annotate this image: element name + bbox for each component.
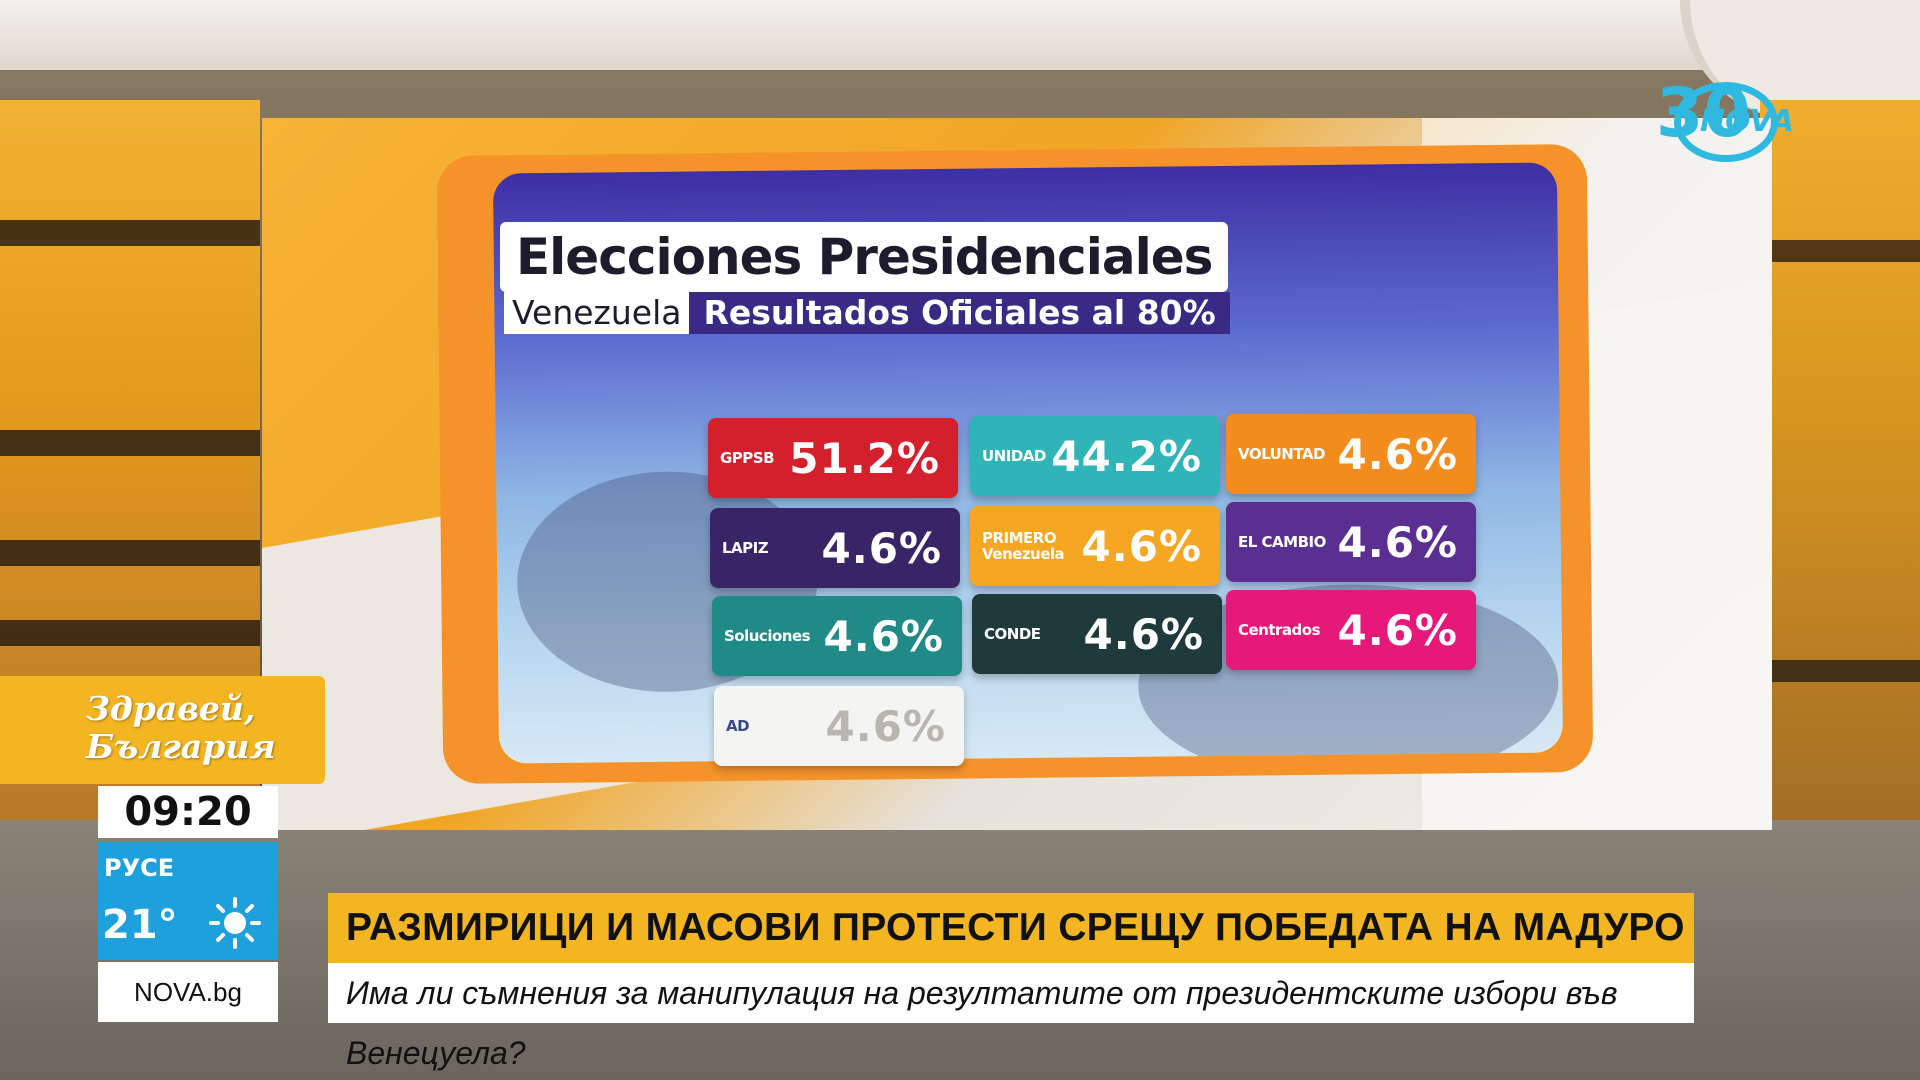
result-percent: 4.6% (821, 523, 942, 573)
weather-box: РУСЕ 21° (98, 842, 278, 960)
news-headline: РАЗМИРИЦИ И МАСОВИ ПРОТЕСТИ СРЕЩУ ПОБЕДА… (328, 893, 1694, 963)
result-tile: UNIDAD 44.2% (970, 416, 1220, 496)
show-badge: Здравей, България (0, 676, 325, 784)
logo-ring (1674, 82, 1778, 162)
result-percent: 4.6% (1337, 429, 1458, 479)
party-logo: GPPSB (720, 449, 775, 467)
weather-city: РУСЕ (104, 854, 175, 882)
logo-number: 30 (1656, 74, 1751, 153)
weather-temperature: 21° (102, 902, 178, 948)
studio-ceiling (0, 0, 1920, 70)
graphic-title-box: Elecciones Presidenciales (500, 222, 1229, 292)
party-logo: VOLUNTAD (1238, 445, 1325, 463)
result-tile: GPPSB 51.2% (708, 418, 958, 498)
sun-icon (209, 897, 261, 949)
wall-stripe (1760, 660, 1920, 682)
result-tile: Centrados 4.6% (1226, 590, 1476, 670)
site-url: NOVA.bg (98, 962, 278, 1022)
logo-text: NOVA (1700, 104, 1794, 139)
wall-stripe (0, 220, 260, 246)
result-tile: VOLUNTAD 4.6% (1226, 414, 1476, 494)
news-subheadline: Има ли съмнения за манипулация на резулт… (328, 963, 1694, 1071)
studio-wall-right (1760, 100, 1920, 820)
result-tile: EL CAMBIO 4.6% (1226, 502, 1476, 582)
graphic-country: Venezuela (504, 292, 690, 334)
result-percent: 4.6% (1081, 521, 1202, 571)
party-logo: LAPIZ (722, 539, 769, 557)
result-tile: AD 4.6% (714, 686, 964, 766)
result-percent: 4.6% (823, 611, 944, 661)
channel-logo: 30 NOVA (1656, 74, 1794, 166)
graphic-title: Elecciones Presidenciales (516, 228, 1213, 286)
wall-stripe (0, 540, 260, 566)
result-percent: 4.6% (1337, 605, 1458, 655)
party-logo: Centrados (1238, 621, 1321, 639)
result-percent: 4.6% (825, 701, 946, 751)
party-logo: CONDE (984, 625, 1041, 643)
result-tile: CONDE 4.6% (972, 594, 1222, 674)
graphic-subtitle: Venezuela Resultados Oficiales al 80% (504, 292, 1230, 334)
result-percent: 4.6% (1337, 517, 1458, 567)
wall-stripe (1760, 240, 1920, 262)
result-tile: Soluciones 4.6% (712, 596, 962, 676)
result-percent: 44.2% (1051, 431, 1202, 481)
party-logo: AD (726, 717, 750, 735)
wall-stripe (0, 620, 260, 646)
party-logo: Soluciones (724, 627, 811, 645)
result-percent: 51.2% (789, 433, 940, 483)
clock: 09:20 (98, 786, 278, 838)
party-logo: PRIMERO Venezuela (982, 529, 1065, 563)
result-percent: 4.6% (1083, 609, 1204, 659)
party-logo: UNIDAD (982, 447, 1046, 465)
result-tile: PRIMERO Venezuela 4.6% (970, 506, 1220, 586)
result-tile: LAPIZ 4.6% (710, 508, 960, 588)
party-logo: EL CAMBIO (1238, 533, 1326, 551)
graphic-results-label: Resultados Oficiales al 80% (689, 292, 1230, 334)
show-name-line1: Здравей, (86, 689, 256, 728)
wall-stripe (0, 430, 260, 456)
show-name-line2: България (86, 727, 276, 766)
